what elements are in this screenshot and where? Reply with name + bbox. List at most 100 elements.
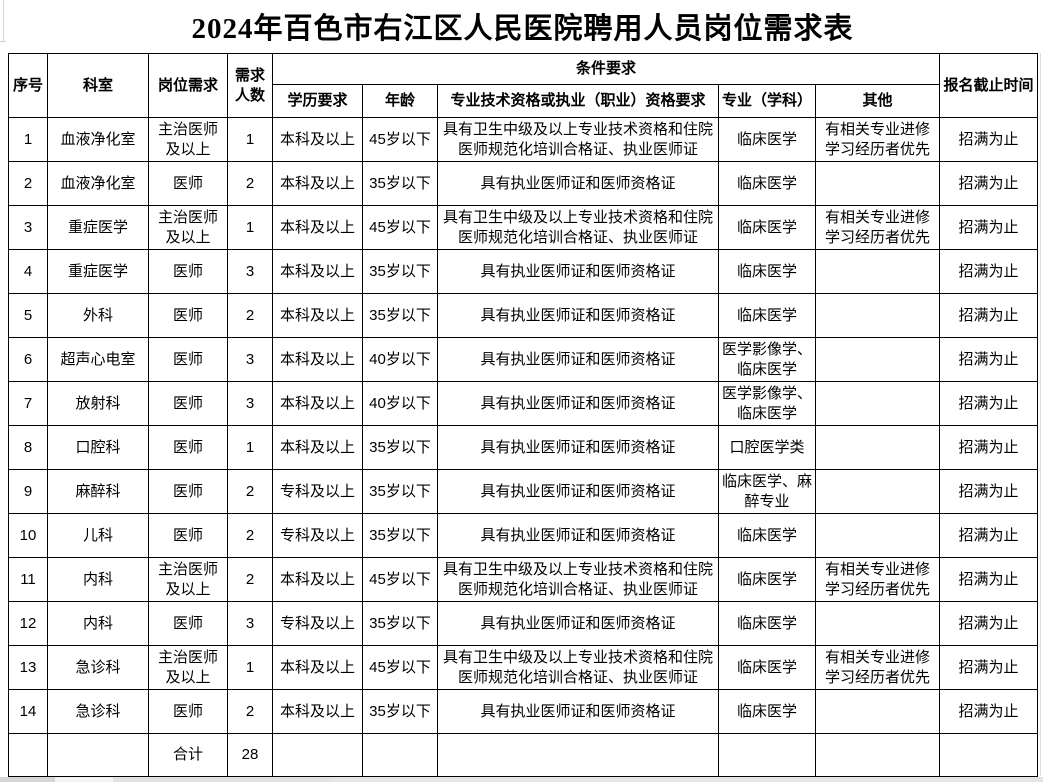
cell-deadline: 招满为止 <box>939 249 1039 294</box>
cell-headcount: 2 <box>227 513 273 558</box>
cell-headcount: 1 <box>227 117 273 162</box>
cell-department: 儿科 <box>47 513 149 558</box>
cell-education: 本科及以上 <box>272 249 363 294</box>
cell-qualification: 具有执业医师证和医师资格证 <box>437 161 719 206</box>
cell-other <box>814 249 941 294</box>
cell-qualification: 具有执业医师证和医师资格证 <box>437 249 719 294</box>
cell-department: 放射科 <box>47 381 149 426</box>
cell-major: 临床医学 <box>718 161 816 206</box>
cell-serial: 7 <box>8 381 48 426</box>
gridline-hint <box>1040 53 1041 776</box>
cell-serial: 10 <box>8 513 48 558</box>
table-row: 8 口腔科 医师 1 本科及以上 35岁以下 具有执业医师证和医师资格证 口腔医学类 招满为止 <box>8 425 1039 470</box>
table-body: 1 血液净化室 主治医师及以上 1 本科及以上 45岁以下 具有卫生中级及以上专业技术资格和… <box>8 117 1039 734</box>
cell-department: 血液净化室 <box>47 117 149 162</box>
cell-education: 本科及以上 <box>272 293 363 338</box>
cell-other: 有相关专业进修学习经历者优先 <box>814 557 941 602</box>
cell-age: 40岁以下 <box>362 337 438 382</box>
cell-major: 口腔医学类 <box>718 425 816 470</box>
cell-other <box>814 293 941 338</box>
cell-age: 35岁以下 <box>362 161 438 206</box>
cell-deadline: 招满为止 <box>939 645 1039 690</box>
cell-major: 临床医学 <box>718 645 816 690</box>
cell-age: 45岁以下 <box>362 645 438 690</box>
cell-qualification: 具有执业医师证和医师资格证 <box>437 689 719 734</box>
cell-headcount: 2 <box>227 557 273 602</box>
table-row: 13 急诊科 主治医师及以上 1 本科及以上 45岁以下 具有卫生中级及以上专业技术资格和住… <box>8 645 1039 690</box>
col-header-major: 专业（学科） <box>718 84 816 118</box>
table-footer: 合计 28 <box>8 733 1039 777</box>
cell-other <box>814 381 941 426</box>
cell-education: 专科及以上 <box>272 469 363 514</box>
cell-other <box>814 733 941 777</box>
cell-deadline: 招满为止 <box>939 601 1039 646</box>
cell-education: 专科及以上 <box>272 601 363 646</box>
cell-education: 本科及以上 <box>272 117 363 162</box>
cell-deadline: 招满为止 <box>939 205 1039 250</box>
cell-age: 45岁以下 <box>362 205 438 250</box>
table-header: 序号 科室 岗位需求 需求人数 条件要求 报名截止时间 学历要求 年龄 专业技术… <box>8 53 1039 118</box>
cell-major: 医学影像学、临床医学 <box>718 337 816 382</box>
cell-education: 本科及以上 <box>272 337 363 382</box>
cell-major: 临床医学 <box>718 205 816 250</box>
cell-major: 临床医学 <box>718 117 816 162</box>
cell-post: 医师 <box>148 293 228 338</box>
cell-other <box>814 337 941 382</box>
col-header-education: 学历要求 <box>272 84 363 118</box>
cell-serial: 13 <box>8 645 48 690</box>
col-header-deadline: 报名截止时间 <box>939 53 1039 118</box>
cell-post: 医师 <box>148 689 228 734</box>
table-row: 2 血液净化室 医师 2 本科及以上 35岁以下 具有执业医师证和医师资格证 临床医学 招满为止 <box>8 161 1039 206</box>
cell-age: 35岁以下 <box>362 601 438 646</box>
cell-headcount: 1 <box>227 425 273 470</box>
table-row: 3 重症医学 主治医师及以上 1 本科及以上 45岁以下 具有卫生中级及以上专业技术资格和住… <box>8 205 1039 250</box>
cell-qualification: 具有执业医师证和医师资格证 <box>437 337 719 382</box>
cell-major: 临床医学 <box>718 689 816 734</box>
cell-serial: 2 <box>8 161 48 206</box>
cell-age: 35岁以下 <box>362 425 438 470</box>
cell-age: 35岁以下 <box>362 293 438 338</box>
cell-headcount: 1 <box>227 645 273 690</box>
col-header-department: 科室 <box>47 53 149 118</box>
cell-post: 医师 <box>148 469 228 514</box>
cell-age: 35岁以下 <box>362 513 438 558</box>
cell-headcount: 1 <box>227 205 273 250</box>
strip-segment <box>55 777 113 782</box>
cell-post: 医师 <box>148 425 228 470</box>
cell-post: 医师 <box>148 249 228 294</box>
header-row-1: 序号 科室 岗位需求 需求人数 条件要求 报名截止时间 <box>8 53 1039 118</box>
cell-deadline: 招满为止 <box>939 117 1039 162</box>
col-header-post: 岗位需求 <box>148 53 228 118</box>
table-row: 4 重症医学 医师 3 本科及以上 35岁以下 具有执业医师证和医师资格证 临床医学 招满为止 <box>8 249 1039 294</box>
cell-qualification: 具有执业医师证和医师资格证 <box>437 425 719 470</box>
cell-post: 医师 <box>148 161 228 206</box>
table-row: 12 内科 医师 3 专科及以上 35岁以下 具有执业医师证和医师资格证 临床医学 招满为止 <box>8 601 1039 646</box>
page-title: 2024年百色市右江区人民医院聘用人员岗位需求表 <box>191 13 854 45</box>
cell-education: 本科及以上 <box>272 161 363 206</box>
cell-department: 急诊科 <box>47 645 149 690</box>
cell-post: 医师 <box>148 337 228 382</box>
cell-deadline: 招满为止 <box>939 557 1039 602</box>
window-edge-strip <box>0 777 1043 782</box>
cell-post: 医师 <box>148 381 228 426</box>
col-header-requirements: 条件要求 <box>271 53 941 85</box>
cell-serial <box>8 733 48 777</box>
cell-serial: 3 <box>8 205 48 250</box>
cell-major: 临床医学 <box>718 293 816 338</box>
cell-headcount: 3 <box>227 601 273 646</box>
cell-department: 重症医学 <box>47 205 149 250</box>
cell-age <box>362 733 438 777</box>
cell-qualification: 具有卫生中级及以上专业技术资格和住院医师规范化培训合格证、执业医师证 <box>437 557 719 602</box>
cell-deadline: 招满为止 <box>939 469 1039 514</box>
table-row: 7 放射科 医师 3 本科及以上 40岁以下 具有执业医师证和医师资格证 医学影像学、临床医学… <box>8 381 1039 426</box>
cell-education: 本科及以上 <box>272 557 363 602</box>
cell-age: 40岁以下 <box>362 381 438 426</box>
table-row: 1 血液净化室 主治医师及以上 1 本科及以上 45岁以下 具有卫生中级及以上专业技术资格和… <box>8 117 1039 162</box>
cell-department: 急诊科 <box>47 689 149 734</box>
cell-major: 医学影像学、临床医学 <box>718 381 816 426</box>
total-row: 合计 28 <box>8 733 1039 777</box>
cell-department: 内科 <box>47 601 149 646</box>
cell-major: 临床医学 <box>718 513 816 558</box>
cell-deadline: 招满为止 <box>939 381 1039 426</box>
